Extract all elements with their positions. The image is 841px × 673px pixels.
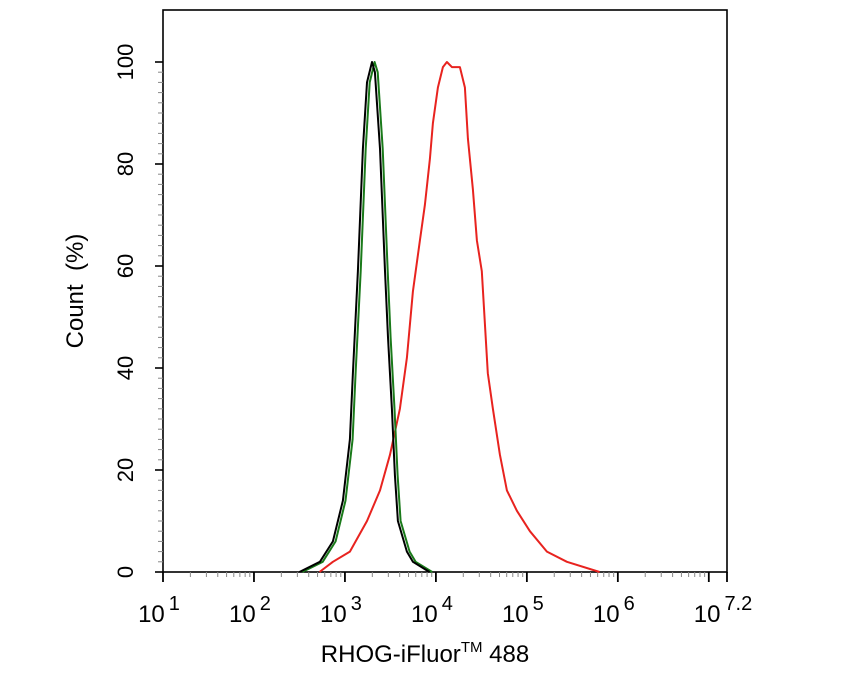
x-tick-label-base: 10 [694,601,721,628]
histogram-series-1 [301,61,433,573]
y-tick-label: 20 [113,458,138,482]
x-tick-label-exponent: 7.2 [724,593,752,615]
x-tick-label: 10 5 [502,593,544,628]
y-tick-label: 80 [113,152,138,176]
x-tick-label-exponent: 2 [260,593,271,615]
x-tick-label-exponent: 6 [624,593,635,615]
x-tick-label-exponent: 3 [351,593,362,615]
x-tick-label-base: 10 [502,601,529,628]
x-axis-label: RHOG-iFluorTM 488 [321,639,529,668]
histogram-series-0 [318,61,600,573]
plot-frame [162,9,728,573]
y-tick-label: 0 [113,566,138,578]
x-axis-label-sup: TM [461,639,483,656]
x-axis-label-main: RHOG-iFluor [321,641,461,668]
x-axis: 10 1 10 2 10 3 10 4 10 5 10 6 10 7.2 [138,572,752,628]
x-tick-label: 10 1 [138,593,180,628]
x-tick-label-exponent: 1 [169,593,180,615]
x-tick-label-base: 10 [229,601,256,628]
x-tick-label: 10 4 [411,593,453,628]
y-tick-label: 60 [113,254,138,278]
x-tick-label: 10 3 [320,593,362,628]
series-group [298,61,600,573]
y-axis: 0 20 40 60 80 100 [113,44,163,578]
y-tick-label: 40 [113,356,138,380]
y-axis-label: Count (%) [62,234,89,349]
x-tick-label-base: 10 [320,601,347,628]
x-tick-label-base: 10 [411,601,438,628]
x-tick-label: 10 7.2 [694,593,753,628]
x-tick-label-base: 10 [138,601,165,628]
y-tick-label: 100 [113,44,138,81]
x-tick-label-exponent: 5 [533,593,544,615]
histogram-series-2 [298,61,431,573]
x-axis-label-suffix: 488 [482,641,529,668]
x-tick-label-exponent: 4 [442,593,453,615]
x-tick-label: 10 2 [229,593,271,628]
x-tick-label: 10 6 [593,593,635,628]
x-tick-label-base: 10 [593,601,620,628]
